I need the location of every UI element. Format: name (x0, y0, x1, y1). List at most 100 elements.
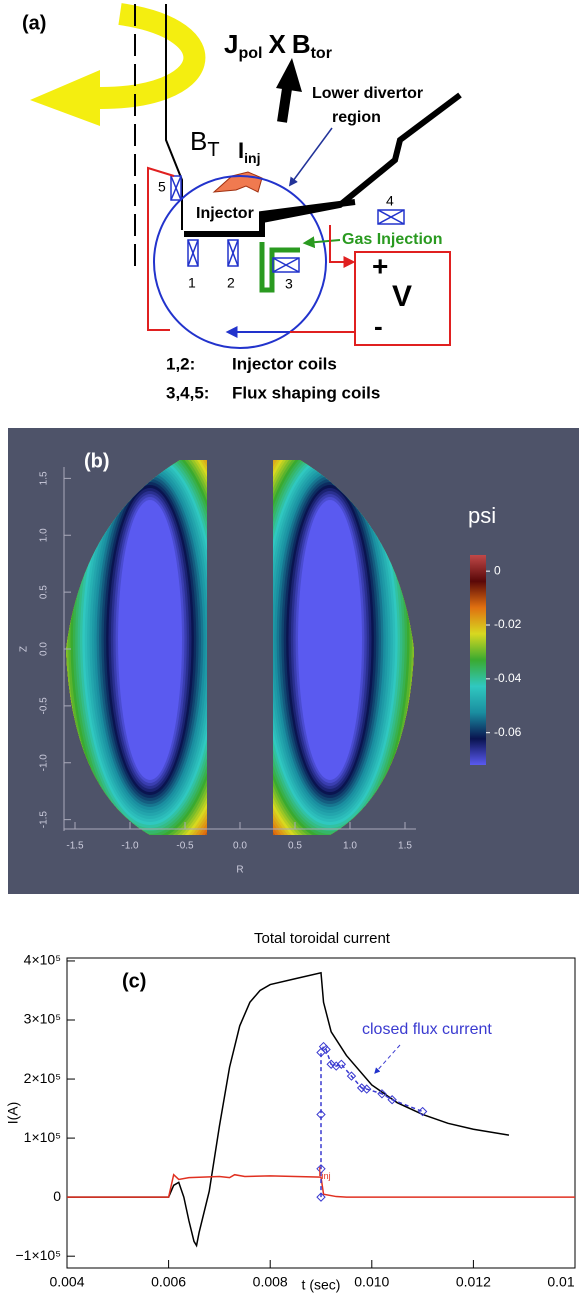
x-tick-label: 0.5 (288, 841, 302, 852)
annotation: Iinj (318, 1164, 331, 1181)
legend-key: 3,4,5: (166, 383, 209, 402)
x-axis-label: R (236, 865, 243, 876)
x-tick-label: 0.0 (233, 841, 247, 852)
y-tick-label: -1.0 (39, 754, 50, 772)
colorbar-tick-label: -0.02 (494, 617, 522, 631)
point (346, 1071, 357, 1081)
annotation-sub: inj (322, 1171, 331, 1181)
injector-label: Injector (196, 205, 254, 222)
colorbar-title: psi (468, 503, 496, 528)
x-tick-label: 0.012 (456, 1274, 491, 1290)
chart-title: Total toroidal current (254, 930, 391, 947)
divertor-label: Lower divertor (312, 85, 423, 102)
y-tick-label: −1×10⁵ (15, 1247, 61, 1263)
point (377, 1089, 387, 1099)
y-tick-label: -0.5 (39, 697, 50, 715)
y-tick-label: 1×10⁵ (24, 1129, 61, 1145)
annotation: closed flux current (362, 1021, 492, 1038)
y-axis-label: I(A) (5, 1102, 21, 1125)
coil-number: 1 (188, 275, 196, 291)
rotation-arrow (94, 3, 206, 110)
legend-text: Injector coils (232, 354, 337, 373)
point (336, 1059, 347, 1069)
point (316, 1109, 326, 1120)
x-tick-label: 0.004 (49, 1274, 84, 1290)
legend-text: Flux shaping coils (232, 383, 380, 402)
panel-label: (b) (84, 450, 110, 472)
colorbar-tick-label: -0.06 (494, 725, 522, 739)
y-tick-label: 0.0 (39, 642, 50, 656)
x-tick-label: -0.5 (176, 841, 194, 852)
point (387, 1095, 397, 1105)
contour-band (298, 500, 362, 780)
panel-c: Total toroidal current 0.004 0.006 0.008 0.0… (5, 930, 576, 1293)
x-tick-label: 1.5 (398, 841, 412, 852)
voltage: V (392, 280, 412, 313)
panel-label: (c) (122, 970, 146, 992)
coil-number: 2 (227, 275, 235, 291)
y-tick-label: 2×10⁵ (24, 1070, 61, 1086)
series-line (67, 1173, 575, 1198)
x-tick-label: 1.0 (343, 841, 357, 852)
y-tick-label: 4×10⁵ (24, 952, 61, 968)
y-tick-label: 0 (53, 1188, 61, 1204)
minus: - (374, 311, 383, 341)
x-tick-label: -1.5 (66, 841, 84, 852)
y-tick-label: -1.5 (39, 811, 50, 829)
y-tick-label: 1.5 (39, 471, 50, 485)
y-axis-label: Z (19, 646, 30, 652)
point (356, 1083, 367, 1093)
coil-number: 5 (158, 179, 166, 195)
colorbar (470, 555, 486, 765)
series-line (320, 1045, 423, 1198)
bt-label: BT (190, 126, 220, 161)
x-tick-label: 0.008 (253, 1274, 288, 1290)
series-line (67, 971, 510, 1248)
gas-label: Gas Injection (342, 231, 442, 248)
circuit (329, 225, 356, 268)
force-arrowhead (276, 58, 302, 92)
x-axis-label: t (sec) (302, 1277, 341, 1293)
x-tick-label: 0.010 (354, 1274, 389, 1290)
point (362, 1084, 372, 1094)
divertor-label: region (332, 109, 381, 126)
annotation-main: I (318, 1164, 322, 1179)
y-tick-label: 1.0 (39, 528, 50, 542)
contour-band (118, 500, 182, 780)
panel-a: (a) Jpol X Btor Lower divertor region BT I… (22, 3, 462, 402)
power-supply (354, 251, 451, 346)
x-tick-label: 0.01 (547, 1274, 574, 1290)
colorbar-tick-label: 0 (494, 563, 501, 577)
x-tick-label: -1.0 (121, 841, 139, 852)
coils (170, 175, 405, 273)
gas-line (259, 242, 300, 293)
rotation-arrowhead (30, 70, 100, 126)
point (321, 1044, 331, 1055)
coil-number: 4 (386, 193, 394, 209)
plot-frame (66, 957, 576, 1269)
point (316, 1192, 326, 1202)
annotation-arrow (374, 1044, 401, 1074)
point (417, 1106, 428, 1117)
force-label: Jpol X Btor (224, 29, 332, 62)
colorbar-tick-label: -0.04 (494, 671, 522, 685)
x-tick-label: 0.006 (151, 1274, 186, 1290)
gas-arrow (302, 236, 341, 249)
pointer (288, 127, 333, 187)
iinj-label: Iinj (238, 138, 260, 166)
y-tick-label: 0.5 (39, 585, 50, 599)
vessel (153, 175, 327, 349)
current-arrow (212, 171, 263, 193)
y-tick-label: 3×10⁵ (24, 1011, 61, 1027)
point (316, 1164, 326, 1174)
point (331, 1061, 341, 1071)
legend-key: 1,2: (166, 354, 195, 373)
wall (165, 4, 183, 230)
coil-number: 3 (285, 276, 293, 292)
panel-label: (a) (22, 12, 46, 34)
injector-plate (184, 199, 356, 237)
plus: + (372, 250, 388, 281)
panel-b: -1.5 -1.0 -0.5 0.0 0.5 1.0 1.5 -1.5 -1.0 -0.5 0.0 0… (8, 428, 579, 894)
point (326, 1059, 336, 1069)
